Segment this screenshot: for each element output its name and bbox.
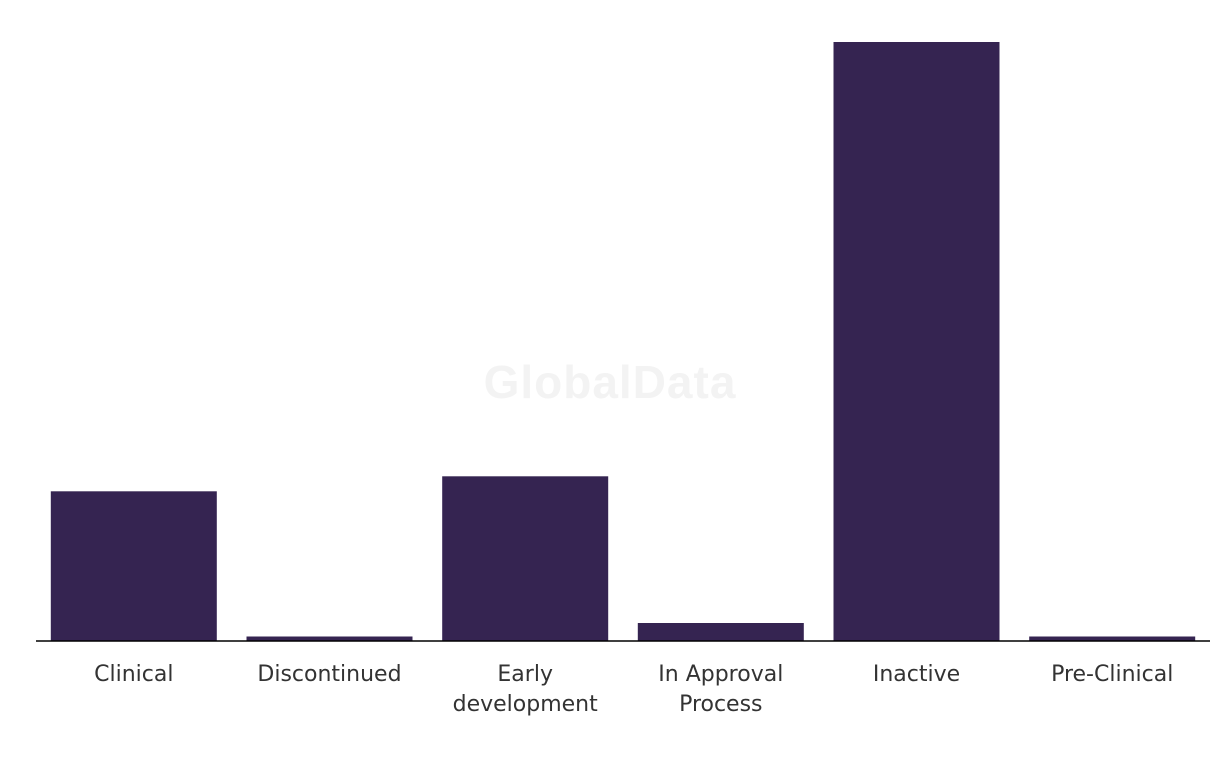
bar-3 bbox=[637, 623, 804, 641]
x-tick-labels: Clinical Discontinued Early development In A… bbox=[94, 662, 1173, 717]
x-tick-label-1: Discontinued bbox=[257, 662, 401, 687]
bar-1 bbox=[246, 636, 413, 641]
x-tick-label-line: Pre-Clinical bbox=[1051, 662, 1173, 687]
x-tick-label-line: Discontinued bbox=[257, 662, 401, 687]
x-tick-label-0: Clinical bbox=[94, 662, 173, 687]
x-tick-label-line: development bbox=[453, 692, 599, 717]
x-tick-label-line: Early bbox=[497, 662, 553, 687]
bars-group bbox=[50, 42, 1196, 642]
bar-4 bbox=[833, 42, 1000, 641]
x-tick-label-4: Inactive bbox=[873, 662, 960, 687]
x-tick-label-line: In Approval bbox=[658, 662, 783, 687]
x-tick-label-3: In Approval Process bbox=[658, 662, 783, 717]
x-tick-label-line: Clinical bbox=[94, 662, 173, 687]
x-tick-label-line: Process bbox=[679, 692, 762, 717]
watermark-logo: GlobalData bbox=[483, 356, 737, 408]
x-tick-label-5: Pre-Clinical bbox=[1051, 662, 1173, 687]
x-tick-label-line: Inactive bbox=[873, 662, 960, 687]
bar-5 bbox=[1029, 636, 1196, 641]
bar-0 bbox=[50, 491, 217, 642]
x-tick-label-2: Early development bbox=[453, 662, 599, 717]
bar-2 bbox=[442, 476, 609, 641]
